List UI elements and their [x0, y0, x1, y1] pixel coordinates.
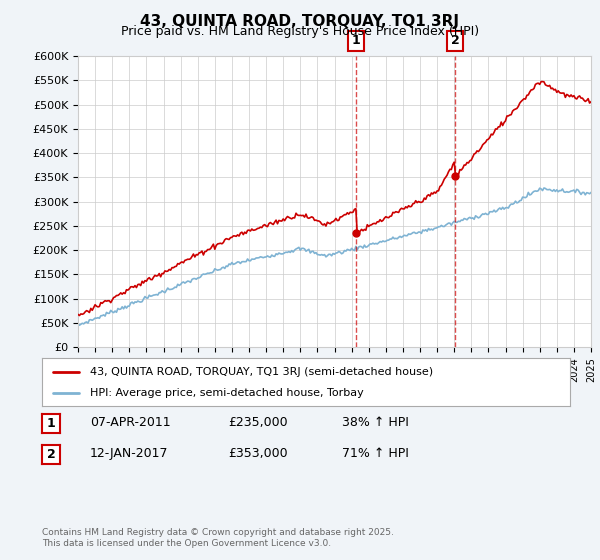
Text: Contains HM Land Registry data © Crown copyright and database right 2025.
This d: Contains HM Land Registry data © Crown c… [42, 528, 394, 548]
Text: 38% ↑ HPI: 38% ↑ HPI [342, 416, 409, 430]
Text: 43, QUINTA ROAD, TORQUAY, TQ1 3RJ (semi-detached house): 43, QUINTA ROAD, TORQUAY, TQ1 3RJ (semi-… [89, 367, 433, 377]
Text: 1: 1 [47, 417, 55, 430]
Text: 1: 1 [352, 34, 361, 47]
Text: 12-JAN-2017: 12-JAN-2017 [90, 447, 169, 460]
Text: 07-APR-2011: 07-APR-2011 [90, 416, 170, 430]
Text: 2: 2 [47, 447, 55, 461]
Text: 2: 2 [451, 34, 459, 47]
Text: Price paid vs. HM Land Registry's House Price Index (HPI): Price paid vs. HM Land Registry's House … [121, 25, 479, 38]
Text: HPI: Average price, semi-detached house, Torbay: HPI: Average price, semi-detached house,… [89, 388, 363, 398]
Text: £235,000: £235,000 [228, 416, 287, 430]
Text: £353,000: £353,000 [228, 447, 287, 460]
Text: 71% ↑ HPI: 71% ↑ HPI [342, 447, 409, 460]
Text: 43, QUINTA ROAD, TORQUAY, TQ1 3RJ: 43, QUINTA ROAD, TORQUAY, TQ1 3RJ [140, 14, 460, 29]
